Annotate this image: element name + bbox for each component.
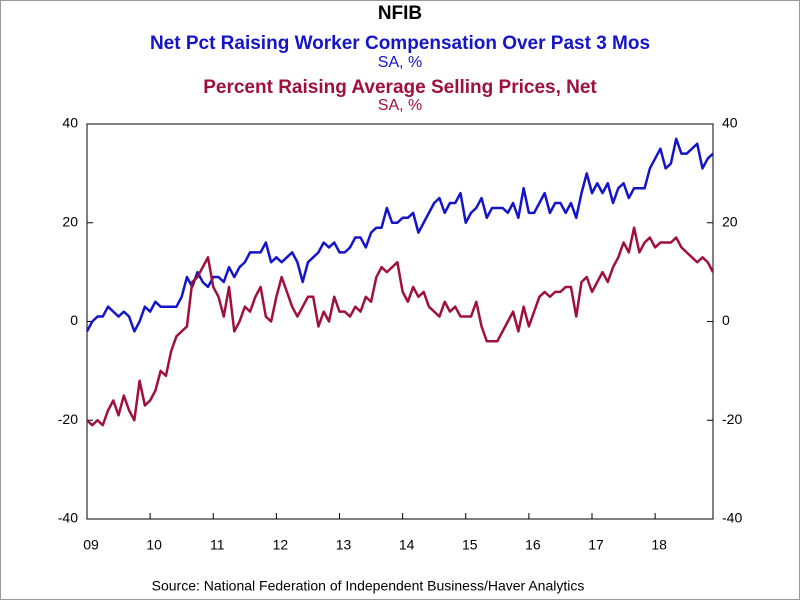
y-tick-label: 0 <box>70 312 78 328</box>
chart-title: NFIB <box>378 3 422 24</box>
x-tick-label: 13 <box>336 537 352 553</box>
series-units: SA, % <box>378 54 422 71</box>
x-tick-label: 10 <box>146 537 162 553</box>
y2-tick-label: 20 <box>722 213 738 229</box>
source: Source: National Federation of Independe… <box>152 578 585 594</box>
y-tick-label: 20 <box>62 213 78 229</box>
series-line <box>86 226 715 427</box>
x-tick-label: 16 <box>525 537 541 553</box>
x-tick-label: 12 <box>273 537 289 553</box>
y2-tick-label: 40 <box>722 115 738 131</box>
y-tick-label: 40 <box>62 115 78 131</box>
plot-area <box>86 123 714 520</box>
y2-tick-label: -20 <box>722 411 742 427</box>
x-tick-label: 09 <box>83 537 99 553</box>
series-title: Percent Raising Average Selling Prices, … <box>203 77 597 98</box>
x-tick-label: 14 <box>399 537 415 553</box>
x-tick-label: 18 <box>651 537 667 553</box>
y2-tick-label: -40 <box>722 510 742 526</box>
x-tick-label: 17 <box>588 537 604 553</box>
series-units: SA, % <box>378 97 422 114</box>
x-tick-label: 11 <box>210 537 225 553</box>
y-tick-label: -40 <box>58 510 78 526</box>
x-tick-label: 15 <box>462 537 478 553</box>
y2-tick-label: 0 <box>722 312 730 328</box>
series-title: Net Pct Raising Worker Compensation Over… <box>150 33 650 54</box>
y-tick-label: -20 <box>58 411 78 427</box>
